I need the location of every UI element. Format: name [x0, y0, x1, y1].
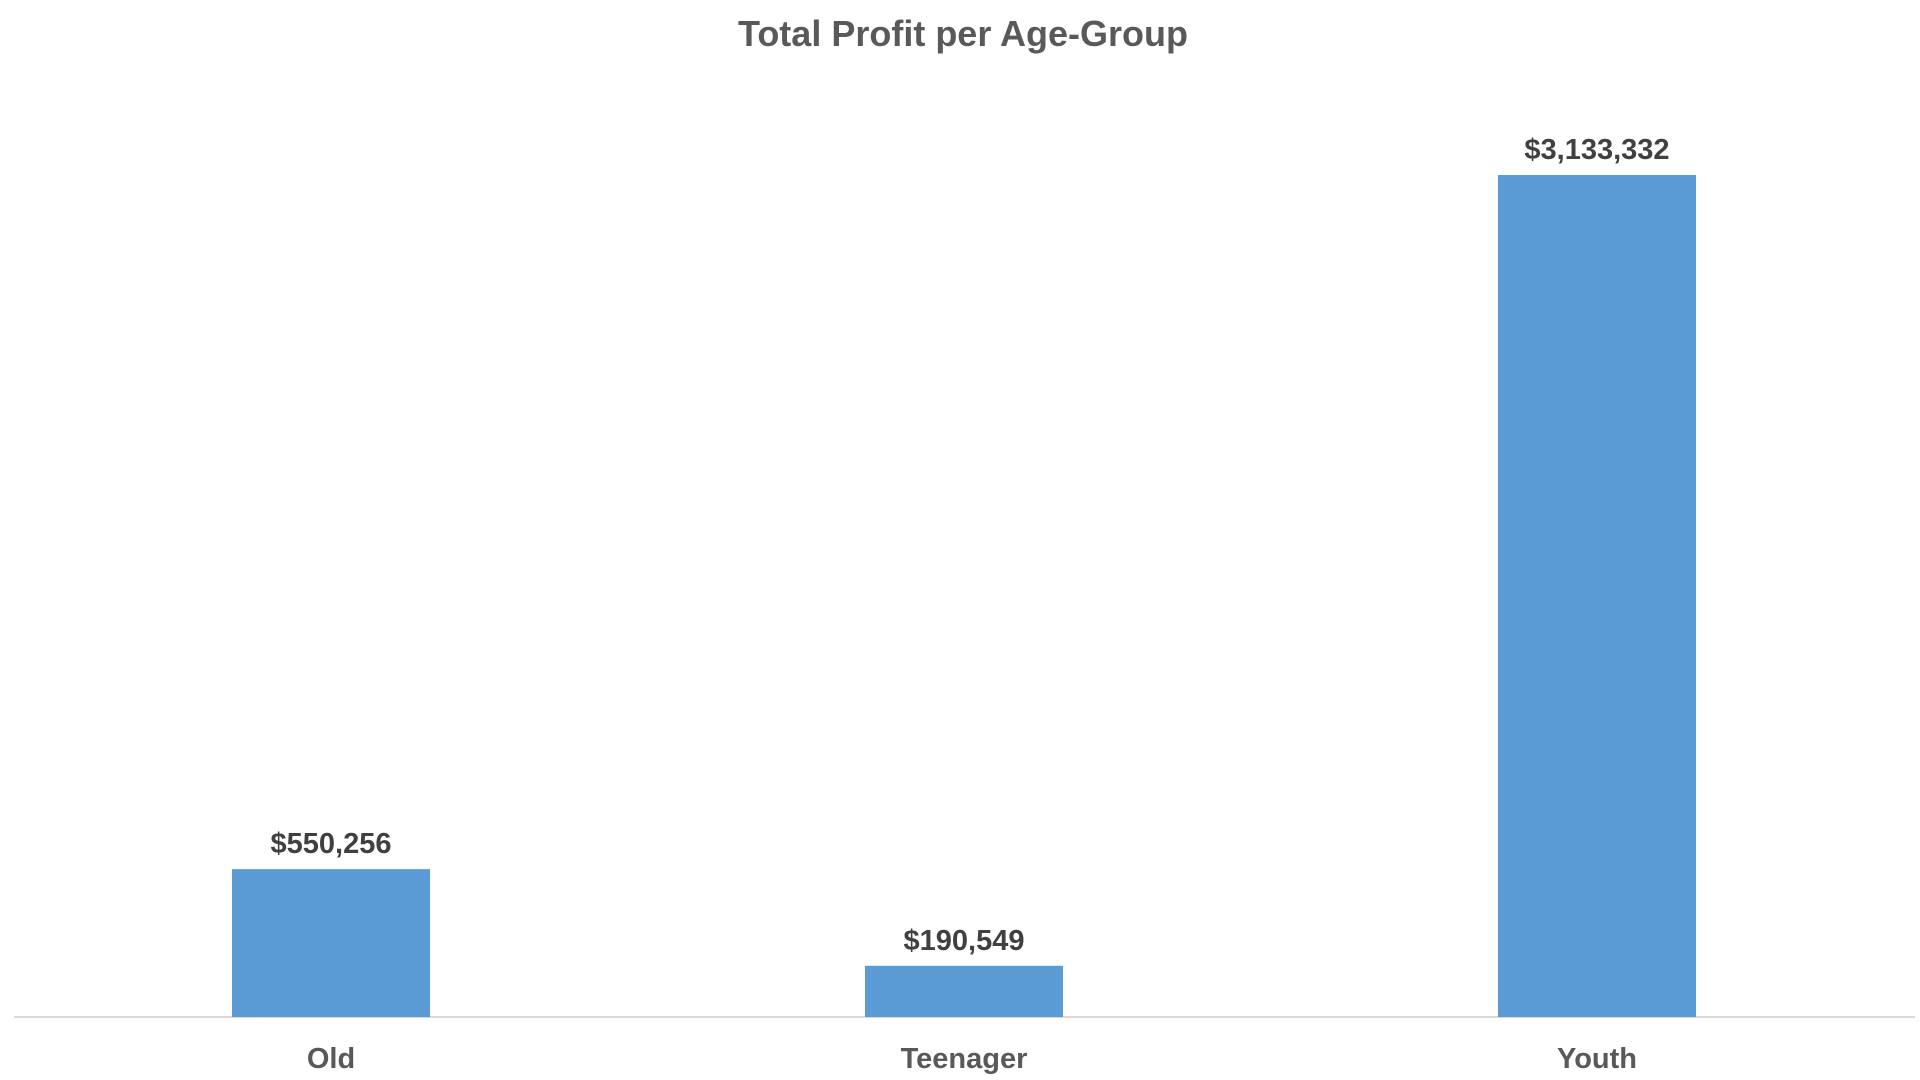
bar-old [232, 869, 430, 1017]
bar-teenager [865, 965, 1063, 1017]
bar-youth [1498, 175, 1696, 1017]
x-tick-label-old: Old [307, 1043, 355, 1075]
bars-layer [232, 175, 1696, 1017]
data-label-old: $550,256 [271, 828, 392, 860]
x-tick-labels: Old Teenager Youth [307, 1043, 1637, 1075]
x-tick-label-youth: Youth [1557, 1043, 1637, 1075]
data-label-youth: $3,133,332 [1524, 134, 1669, 166]
data-labels-layer: $550,256 $190,549 $3,133,332 [271, 134, 1670, 957]
chart-title: Total Profit per Age-Group [738, 13, 1188, 54]
x-tick-label-teenager: Teenager [901, 1043, 1028, 1075]
data-label-teenager: $190,549 [904, 925, 1025, 957]
